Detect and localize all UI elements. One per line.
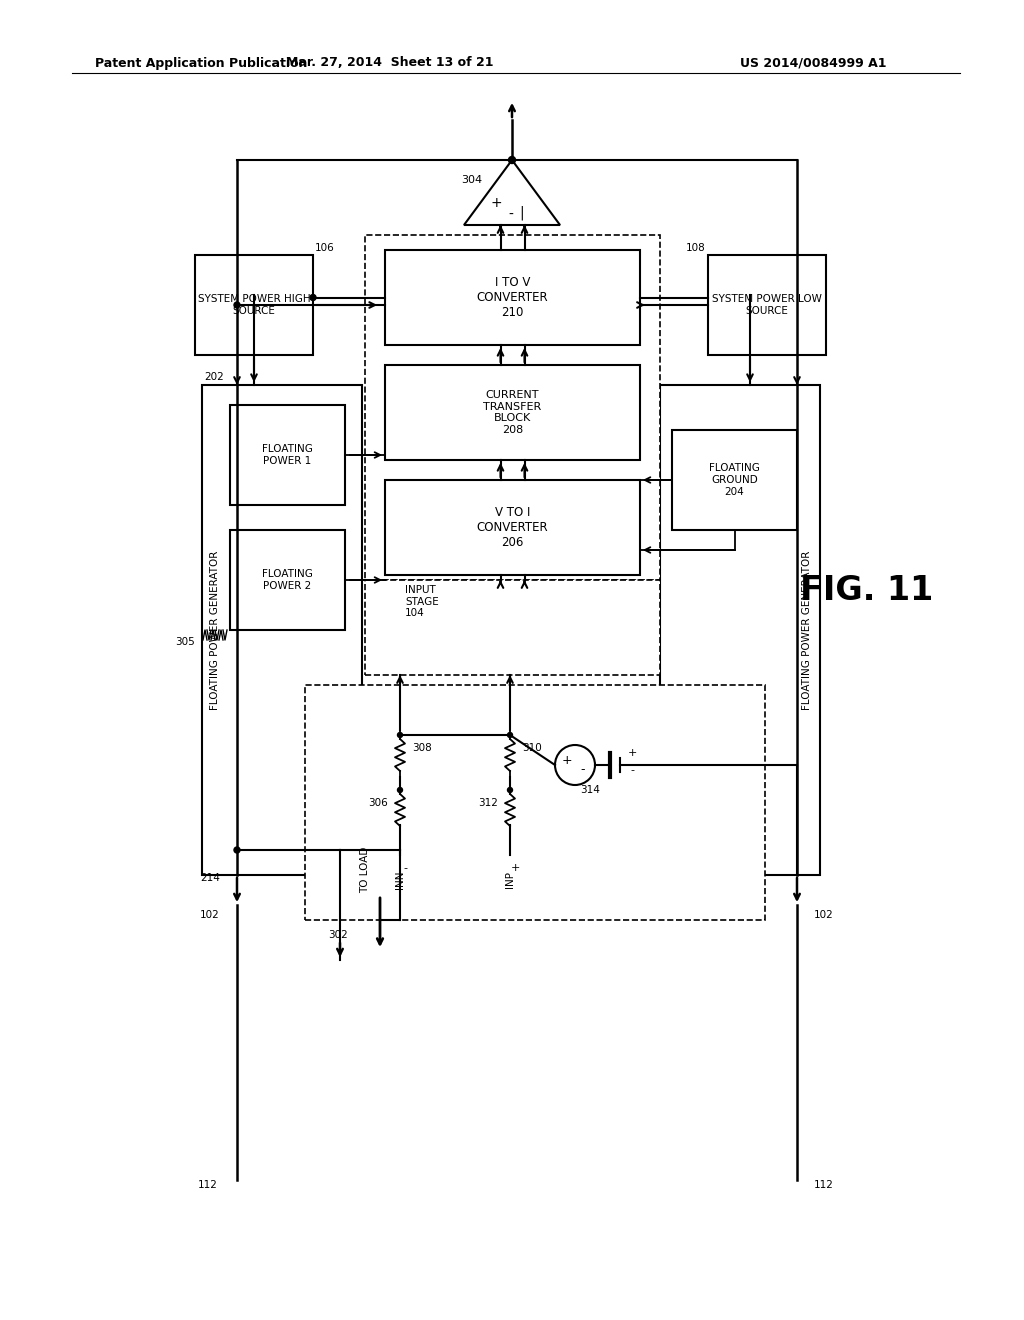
Bar	[230, 405, 345, 506]
Text: +: +	[510, 863, 520, 873]
Text: +: +	[628, 748, 637, 758]
Bar	[660, 385, 820, 875]
Text: FIG. 11: FIG. 11	[800, 573, 933, 606]
Text: SYSTEM POWER LOW
SOURCE: SYSTEM POWER LOW SOURCE	[712, 294, 822, 315]
Text: V TO I
CONVERTER
206: V TO I CONVERTER 206	[477, 506, 548, 549]
Bar	[230, 531, 345, 630]
Circle shape	[509, 157, 515, 164]
Circle shape	[397, 788, 402, 792]
Text: INN: INN	[395, 871, 406, 890]
Text: 112: 112	[814, 1180, 834, 1191]
Bar	[385, 366, 640, 459]
Text: 102: 102	[814, 909, 834, 920]
Text: +: +	[562, 754, 572, 767]
Text: -: -	[581, 763, 586, 776]
Text: -: -	[509, 209, 513, 222]
Text: 304: 304	[461, 176, 482, 185]
Text: INPUT
STAGE
104: INPUT STAGE 104	[406, 585, 438, 618]
Text: |: |	[520, 206, 524, 220]
Text: US 2014/0084999 A1: US 2014/0084999 A1	[740, 57, 887, 70]
Text: 314: 314	[580, 785, 600, 795]
Bar	[202, 385, 362, 875]
Text: 305: 305	[175, 638, 195, 647]
Bar	[365, 235, 660, 579]
Bar	[385, 249, 640, 345]
Text: SYSTEM POWER HIGH
SOURCE: SYSTEM POWER HIGH SOURCE	[198, 294, 310, 315]
Text: 310: 310	[522, 743, 542, 752]
Text: 306: 306	[369, 799, 388, 808]
Bar	[195, 255, 313, 355]
Text: FLOATING
POWER 2: FLOATING POWER 2	[262, 569, 313, 591]
Circle shape	[508, 733, 512, 738]
Circle shape	[397, 733, 402, 738]
Text: Patent Application Publication: Patent Application Publication	[95, 57, 307, 70]
Text: CURRENT
TRANSFER
BLOCK
208: CURRENT TRANSFER BLOCK 208	[483, 391, 542, 434]
Text: Mar. 27, 2014  Sheet 13 of 21: Mar. 27, 2014 Sheet 13 of 21	[287, 57, 494, 70]
Bar	[672, 430, 797, 531]
Text: I TO V
CONVERTER
210: I TO V CONVERTER 210	[477, 276, 548, 319]
Text: 308: 308	[412, 743, 432, 752]
Text: 108: 108	[686, 243, 706, 253]
Text: FLOATING
POWER 1: FLOATING POWER 1	[262, 445, 313, 466]
Circle shape	[234, 302, 240, 308]
Text: 102: 102	[201, 909, 220, 920]
Text: +: +	[490, 195, 502, 210]
Text: 106: 106	[315, 243, 335, 253]
Bar	[385, 480, 640, 576]
Text: FLOATING
GROUND
204: FLOATING GROUND 204	[709, 463, 760, 496]
Text: -: -	[630, 766, 634, 775]
Text: 214: 214	[200, 873, 220, 883]
Text: INP: INP	[505, 871, 515, 888]
Text: 202: 202	[204, 372, 224, 381]
Text: FLOATING POWER GENERATOR: FLOATING POWER GENERATOR	[802, 550, 812, 710]
Text: 302: 302	[329, 931, 348, 940]
Text: TO LOAD: TO LOAD	[360, 847, 370, 894]
Circle shape	[310, 294, 316, 301]
Bar	[305, 685, 765, 920]
Circle shape	[234, 847, 240, 853]
Text: 112: 112	[198, 1180, 218, 1191]
Text: 312: 312	[478, 799, 498, 808]
Bar	[365, 579, 660, 675]
Text: FLOATING POWER GENERATOR: FLOATING POWER GENERATOR	[210, 550, 220, 710]
Text: -: -	[403, 863, 407, 873]
Circle shape	[508, 788, 512, 792]
Bar	[708, 255, 826, 355]
